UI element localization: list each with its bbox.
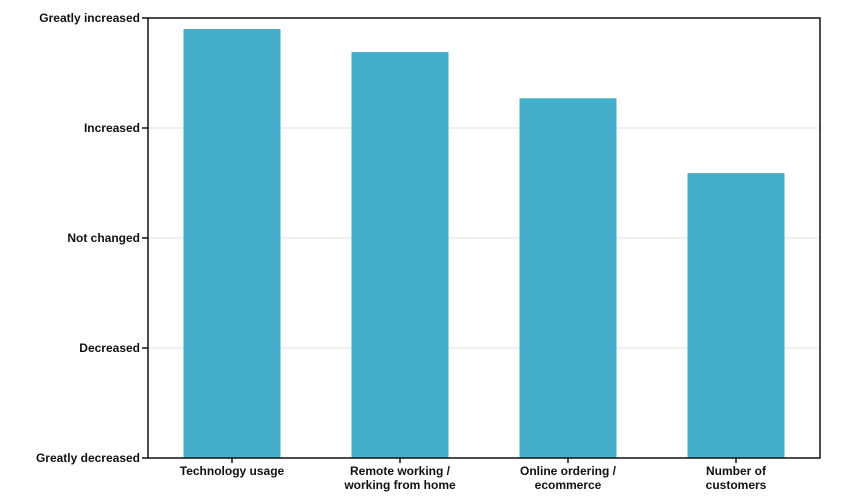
x-tick-label: Technology usage <box>180 464 285 478</box>
x-tick-label: Remote working / <box>350 464 451 478</box>
bars <box>183 29 785 459</box>
y-tick-label: Greatly increased <box>39 11 140 25</box>
y-tick-label: Greatly decreased <box>36 451 140 465</box>
x-tick-label: ecommerce <box>535 478 602 492</box>
bar <box>351 52 449 458</box>
x-axis-labels: Technology usage Remote working /working … <box>180 458 767 492</box>
x-tick-label: Online ordering / <box>520 464 617 478</box>
y-tick-label: Decreased <box>79 341 140 355</box>
x-tick-label: working from home <box>343 478 456 492</box>
x-tick-label: customers <box>706 478 767 492</box>
x-tick-label: Number of <box>706 464 767 478</box>
bar <box>519 98 617 459</box>
y-tick-label: Not changed <box>67 231 140 245</box>
bar <box>687 173 785 458</box>
bar <box>183 29 281 458</box>
y-axis-ticks: Greatly decreased Decreased Not changed Inc… <box>36 11 148 465</box>
y-tick-label: Increased <box>84 121 140 135</box>
